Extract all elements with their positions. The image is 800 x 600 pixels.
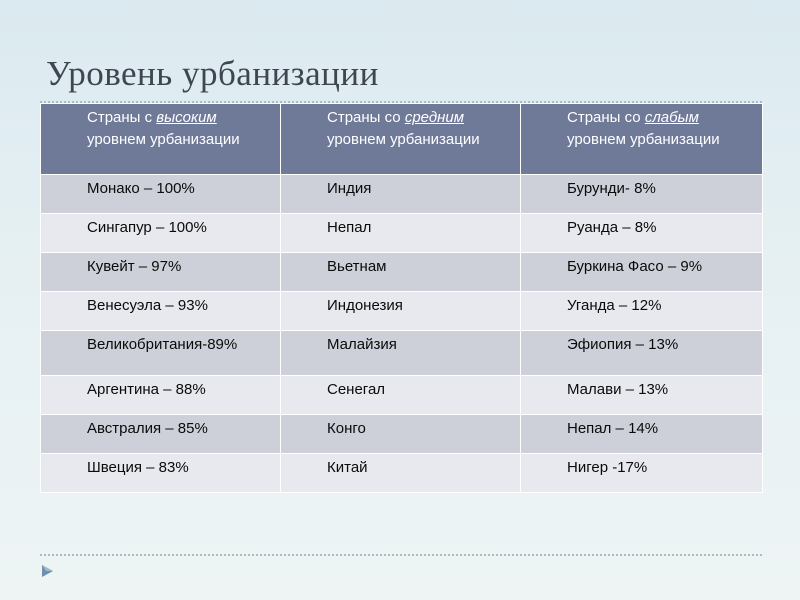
cell-medium: Непал [280, 213, 521, 253]
cell-medium: Малайзия [280, 330, 521, 376]
table-row: Великобритания-89% Малайзия Эфиопия – 13… [40, 330, 763, 376]
cell-low: Руанда – 8% [520, 213, 763, 253]
emphasis-high: высоким [156, 109, 217, 126]
cell-high: Сингапур – 100% [40, 213, 281, 253]
cell-high: Кувейт – 97% [40, 252, 281, 292]
cell-high: Монако – 100% [40, 174, 281, 214]
emphasis-low: слабым [644, 109, 699, 126]
cell-low: Непал – 14% [520, 414, 763, 454]
table-row: Сингапур – 100% Непал Руанда – 8% [40, 213, 763, 253]
cell-medium: Сенегал [280, 375, 521, 415]
table-row: Монако – 100% Индия Бурунди- 8% [40, 174, 763, 214]
table-header-row: Страны с высоким уровнем урбанизации Стр… [40, 103, 763, 175]
cell-medium: Индия [280, 174, 521, 214]
header-medium-urbanization: Страны со средним уровнем урбанизации [280, 103, 521, 175]
cell-low: Бурунди- 8% [520, 174, 763, 214]
triangle-arrow-icon[interactable] [40, 564, 54, 578]
cell-medium: Китай [280, 453, 521, 493]
cell-low: Уганда – 12% [520, 291, 763, 331]
cell-low: Нигер -17% [520, 453, 763, 493]
cell-low: Эфиопия – 13% [520, 330, 763, 376]
top-dotted-divider [40, 101, 762, 103]
table-row: Кувейт – 97% Вьетнам Буркина Фасо – 9% [40, 252, 763, 292]
emphasis-medium: средним [404, 109, 464, 126]
cell-high: Австралия – 85% [40, 414, 281, 454]
header-low-urbanization: Страны со слабым уровнем урбанизации [520, 103, 763, 175]
cell-high: Великобритания-89% [40, 330, 281, 376]
cell-high: Венесуэла – 93% [40, 291, 281, 331]
table-row: Венесуэла – 93% Индонезия Уганда – 12% [40, 291, 763, 331]
urbanization-table: Страны с высоким уровнем урбанизации Стр… [40, 103, 763, 493]
table-row: Швеция – 83% Китай Нигер -17% [40, 453, 763, 493]
cell-low: Малави – 13% [520, 375, 763, 415]
cell-high: Аргентина – 88% [40, 375, 281, 415]
table-row: Австралия – 85% Конго Непал – 14% [40, 414, 763, 454]
cell-low: Буркина Фасо – 9% [520, 252, 763, 292]
cell-medium: Вьетнам [280, 252, 521, 292]
bottom-dotted-divider [40, 554, 762, 556]
cell-medium: Индонезия [280, 291, 521, 331]
cell-high: Швеция – 83% [40, 453, 281, 493]
slide-title: Уровень урбанизации [46, 54, 379, 93]
table-row: Аргентина – 88% Сенегал Малави – 13% [40, 375, 763, 415]
cell-medium: Конго [280, 414, 521, 454]
header-high-urbanization: Страны с высоким уровнем урбанизации [40, 103, 281, 175]
